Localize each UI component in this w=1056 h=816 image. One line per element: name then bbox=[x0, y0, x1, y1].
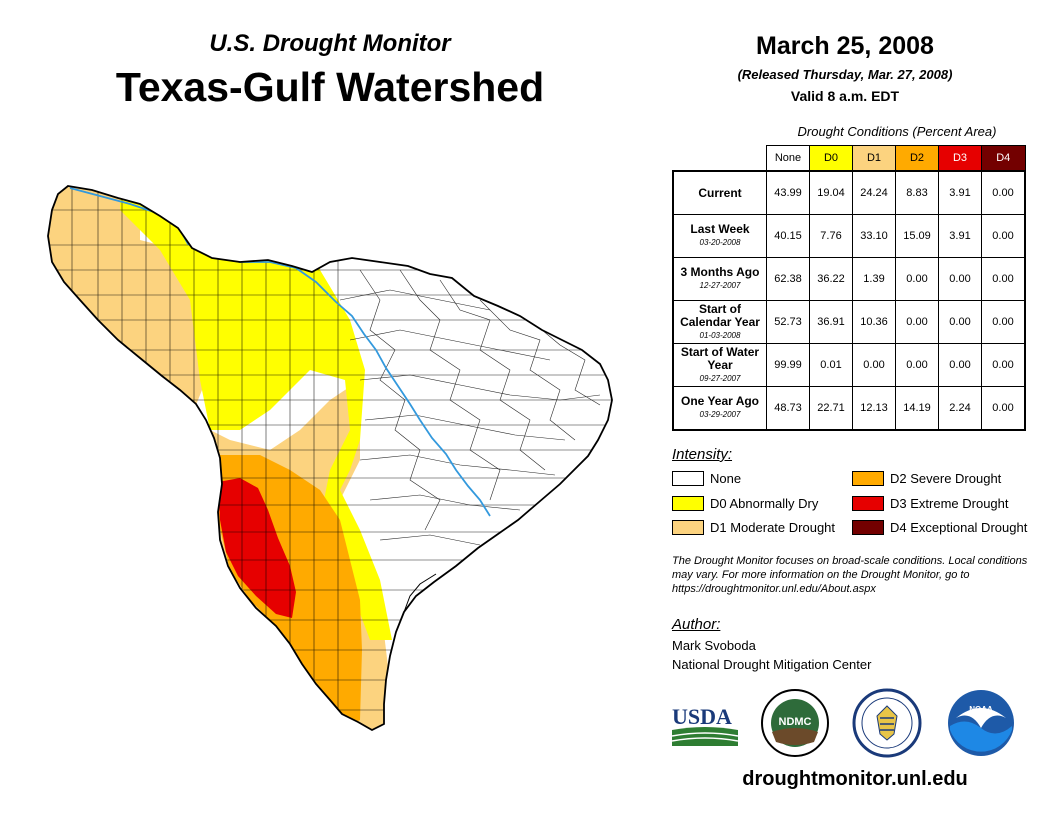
table-cell: 0.00 bbox=[895, 300, 939, 344]
legend-item-none: None bbox=[672, 471, 741, 486]
drought-map bbox=[47, 185, 613, 732]
table-row: Current 43.99 19.04 24.24 8.83 3.91 0.00 bbox=[672, 170, 1026, 215]
noaa-logo: NOAA bbox=[948, 690, 1014, 756]
table-row: Start of Calendar Year 01-03-2008 52.73 36.… bbox=[672, 300, 1026, 344]
table-cell: 1.39 bbox=[852, 257, 896, 301]
table-row: 3 Months Ago 12-27-2007 62.38 36.22 1.39 0.00… bbox=[672, 257, 1026, 301]
website-url[interactable]: droughtmonitor.unl.edu bbox=[742, 768, 968, 790]
table-cell: 0.00 bbox=[895, 257, 939, 301]
map-subtitle: U.S. Drought Monitor bbox=[209, 30, 451, 57]
row-label: Current bbox=[672, 170, 767, 215]
svg-text:USDA: USDA bbox=[672, 704, 732, 729]
table-cell: 0.00 bbox=[895, 343, 939, 387]
table-cell: 0.00 bbox=[938, 257, 982, 301]
author-organization: National Drought Mitigation Center bbox=[672, 657, 872, 672]
usda-logo: USDA bbox=[671, 704, 739, 746]
col-none: None bbox=[766, 145, 810, 172]
table-cell: 99.99 bbox=[766, 343, 810, 387]
table-row: Last Week 03-20-2008 40.15 7.76 33.10 15.09 3.… bbox=[672, 214, 1026, 258]
commerce-seal-logo bbox=[852, 688, 922, 758]
table-cell: 0.00 bbox=[852, 343, 896, 387]
table-row: Start of Water Year 09-27-2007 99.99 0.01 0.… bbox=[672, 343, 1026, 387]
author-heading: Author: bbox=[672, 616, 721, 633]
table-cell: 36.91 bbox=[809, 300, 853, 344]
table-cell: 15.09 bbox=[895, 214, 939, 258]
table-cell: 0.00 bbox=[981, 170, 1026, 215]
valid-time: Valid 8 a.m. EDT bbox=[790, 88, 900, 104]
table-cell: 0.00 bbox=[981, 386, 1026, 431]
table-cell: 22.71 bbox=[809, 386, 853, 431]
table-cell: 3.91 bbox=[938, 214, 982, 258]
col-d2: D2 bbox=[895, 145, 939, 172]
col-d1: D1 bbox=[852, 145, 896, 172]
col-d4: D4 bbox=[981, 145, 1026, 172]
table-cell: 19.04 bbox=[809, 170, 853, 215]
table-cell: 52.73 bbox=[766, 300, 810, 344]
table-cell: 33.10 bbox=[852, 214, 896, 258]
table-cell: 0.00 bbox=[981, 214, 1026, 258]
col-d3: D3 bbox=[938, 145, 982, 172]
col-d0: D0 bbox=[809, 145, 853, 172]
table-cell: 0.00 bbox=[938, 343, 982, 387]
legend-item-d3: D3 Extreme Drought bbox=[852, 496, 1009, 511]
table-cell: 0.00 bbox=[981, 257, 1026, 301]
map-title: Texas-Gulf Watershed bbox=[115, 64, 545, 110]
row-label: Start of Water Year 09-27-2007 bbox=[672, 343, 767, 387]
ndmc-logo: NDMC bbox=[761, 689, 829, 757]
table-cell: 8.83 bbox=[895, 170, 939, 215]
table-cell: 0.00 bbox=[938, 300, 982, 344]
drought-table: None D0 D1 D2 D3 D4 Current 43.99 19.04 24.… bbox=[672, 145, 1026, 431]
table-cell: 7.76 bbox=[809, 214, 853, 258]
svg-text:NDMC: NDMC bbox=[779, 716, 812, 728]
table-cell: 14.19 bbox=[895, 386, 939, 431]
legend-title: Intensity: bbox=[672, 446, 733, 463]
row-label: Start of Calendar Year 01-03-2008 bbox=[672, 300, 767, 344]
author-name: Mark Svoboda bbox=[672, 638, 756, 653]
table-cell: 10.36 bbox=[852, 300, 896, 344]
row-label: Last Week 03-20-2008 bbox=[672, 214, 767, 258]
row-label: One Year Ago 03-29-2007 bbox=[672, 386, 767, 431]
valid-date: March 25, 2008 bbox=[756, 32, 934, 60]
table-cell: 43.99 bbox=[766, 170, 810, 215]
table-cell: 0.01 bbox=[809, 343, 853, 387]
table-cell: 0.00 bbox=[981, 300, 1026, 344]
legend-item-d0: D0 Abnormally Dry bbox=[672, 496, 818, 511]
table-cell: 0.00 bbox=[981, 343, 1026, 387]
table-row: One Year Ago 03-29-2007 48.73 22.71 12.13 14.… bbox=[672, 386, 1026, 431]
table-cell: 12.13 bbox=[852, 386, 896, 431]
table-cell: 40.15 bbox=[766, 214, 810, 258]
table-cell: 3.91 bbox=[938, 170, 982, 215]
table-title: Drought Conditions (Percent Area) bbox=[797, 124, 997, 139]
svg-text:NOAA: NOAA bbox=[969, 705, 993, 714]
legend-item-d1: D1 Moderate Drought bbox=[672, 520, 835, 535]
table-cell: 36.22 bbox=[809, 257, 853, 301]
table-cell: 2.24 bbox=[938, 386, 982, 431]
row-label: 3 Months Ago 12-27-2007 bbox=[672, 257, 767, 301]
legend-item-d2: D2 Severe Drought bbox=[852, 471, 1001, 486]
table-cell: 24.24 bbox=[852, 170, 896, 215]
table-cell: 48.73 bbox=[766, 386, 810, 431]
disclaimer-note: The Drought Monitor focuses on broad-sca… bbox=[672, 555, 1028, 595]
table-cell: 62.38 bbox=[766, 257, 810, 301]
release-date: (Released Thursday, Mar. 27, 2008) bbox=[737, 67, 953, 82]
legend-item-d4: D4 Exceptional Drought bbox=[852, 520, 1027, 535]
